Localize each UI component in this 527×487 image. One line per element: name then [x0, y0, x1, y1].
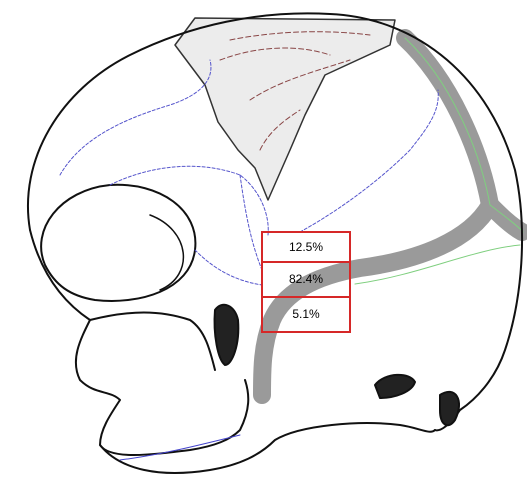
box-label: 5.1% — [292, 307, 320, 321]
box-label: 82.4% — [289, 272, 323, 286]
skull-drawing — [26, 12, 527, 474]
box-label: 12.5% — [289, 240, 323, 254]
percentage-boxes — [261, 231, 351, 333]
box-bottom — [261, 296, 351, 333]
